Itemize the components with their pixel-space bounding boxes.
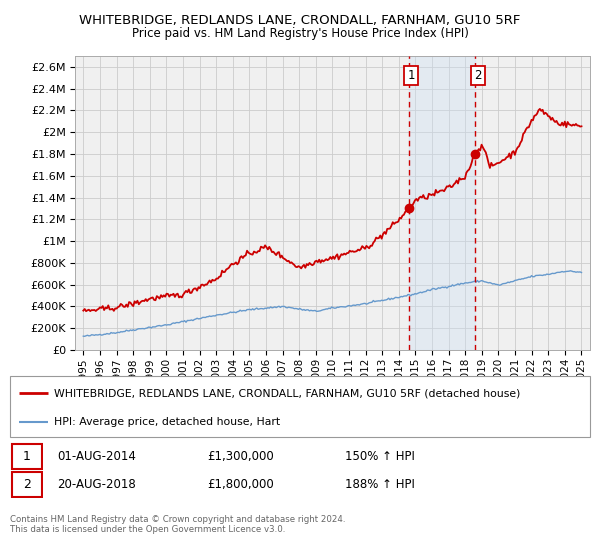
Text: WHITEBRIDGE, REDLANDS LANE, CRONDALL, FARNHAM, GU10 5RF: WHITEBRIDGE, REDLANDS LANE, CRONDALL, FA… xyxy=(79,14,521,27)
Text: 01-AUG-2014: 01-AUG-2014 xyxy=(57,450,136,463)
Text: £1,300,000: £1,300,000 xyxy=(207,450,274,463)
FancyBboxPatch shape xyxy=(12,444,41,469)
Text: £1,800,000: £1,800,000 xyxy=(207,478,274,491)
Text: 2: 2 xyxy=(23,478,31,491)
FancyBboxPatch shape xyxy=(10,376,590,437)
Text: This data is licensed under the Open Government Licence v3.0.: This data is licensed under the Open Gov… xyxy=(10,525,286,534)
Text: Price paid vs. HM Land Registry's House Price Index (HPI): Price paid vs. HM Land Registry's House … xyxy=(131,27,469,40)
Text: 1: 1 xyxy=(23,450,31,463)
Text: 188% ↑ HPI: 188% ↑ HPI xyxy=(345,478,415,491)
Text: 2: 2 xyxy=(474,69,481,82)
Text: HPI: Average price, detached house, Hart: HPI: Average price, detached house, Hart xyxy=(53,417,280,427)
Bar xyxy=(409,56,475,350)
Text: WHITEBRIDGE, REDLANDS LANE, CRONDALL, FARNHAM, GU10 5RF (detached house): WHITEBRIDGE, REDLANDS LANE, CRONDALL, FA… xyxy=(53,388,520,398)
Text: 150% ↑ HPI: 150% ↑ HPI xyxy=(345,450,415,463)
Text: 1: 1 xyxy=(407,69,415,82)
Text: 20-AUG-2018: 20-AUG-2018 xyxy=(57,478,136,491)
FancyBboxPatch shape xyxy=(12,472,41,497)
Text: Contains HM Land Registry data © Crown copyright and database right 2024.: Contains HM Land Registry data © Crown c… xyxy=(10,515,346,524)
